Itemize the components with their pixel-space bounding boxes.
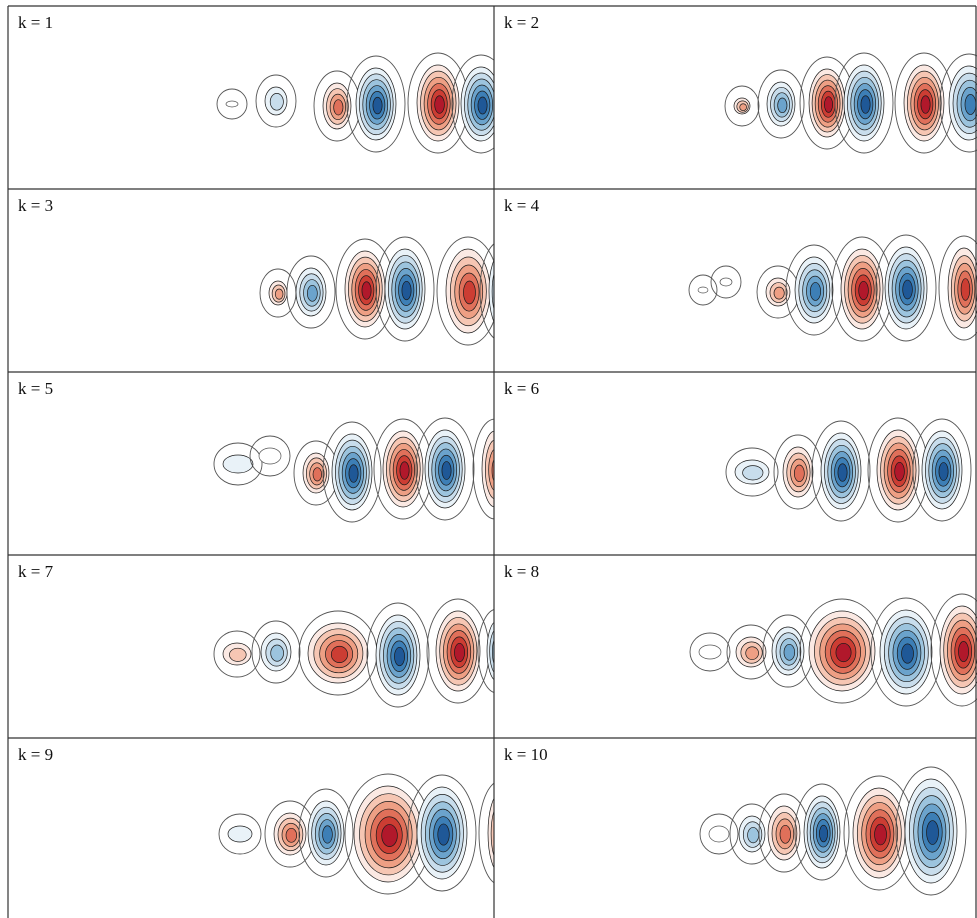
mode-panel-8: k = 8 xyxy=(504,562,977,707)
mode-panel-2: k = 2 xyxy=(504,13,977,154)
negative-vortex xyxy=(912,418,972,522)
positive-vortex xyxy=(773,434,823,510)
negative-vortex xyxy=(895,766,967,896)
panel-label: k = 7 xyxy=(18,562,54,581)
positive-vortex xyxy=(426,598,490,704)
vorticity-contours xyxy=(218,773,494,895)
positive-vortex xyxy=(472,418,494,520)
negative-vortex xyxy=(255,74,297,128)
negative-vortex xyxy=(870,597,942,707)
negative-vortex xyxy=(811,420,871,522)
panel-grid-frame xyxy=(7,5,977,918)
positive-vortex xyxy=(799,598,885,704)
negative-vortex xyxy=(794,783,850,881)
negative-vortex xyxy=(875,234,937,342)
neutral-vortex xyxy=(699,813,739,855)
positive-vortex xyxy=(758,793,810,873)
positive-vortex xyxy=(298,610,378,696)
negative-vortex xyxy=(451,54,494,154)
neutral-vortex xyxy=(216,88,248,120)
positive-vortex xyxy=(407,52,469,154)
mode-panel-5: k = 5 xyxy=(18,379,494,523)
vorticity-contours xyxy=(213,598,494,708)
panel-label: k = 5 xyxy=(18,379,53,398)
positive-vortex xyxy=(313,70,361,142)
positive-vortex xyxy=(938,235,977,341)
vorticity-contours xyxy=(213,417,494,523)
mode-panel-1: k = 1 xyxy=(18,13,494,154)
negative-vortex xyxy=(785,244,843,336)
positive-vortex xyxy=(478,782,494,884)
negative-vortex xyxy=(729,803,775,865)
panel-label: k = 4 xyxy=(504,196,540,215)
positive-vortex xyxy=(264,800,316,868)
negative-vortex xyxy=(298,788,354,878)
negative-vortex xyxy=(477,609,494,693)
mode-panel-3: k = 3 xyxy=(18,196,494,346)
positive-vortex xyxy=(831,236,893,342)
vorticity-contours xyxy=(688,234,977,342)
mode-panel-7: k = 7 xyxy=(18,562,494,708)
negative-vortex xyxy=(251,620,301,684)
positive-vortex xyxy=(843,775,915,891)
panel-label: k = 8 xyxy=(504,562,539,581)
neutral-vortex xyxy=(689,632,731,672)
positive-vortex xyxy=(436,236,494,346)
negative-vortex xyxy=(346,55,406,153)
mode-panel-9: k = 9 xyxy=(18,745,494,895)
positive-vortex xyxy=(335,238,395,340)
negative-vortex xyxy=(366,602,430,708)
vorticity-contours xyxy=(216,52,494,154)
negative-vortex xyxy=(757,69,805,139)
positive-vortex xyxy=(756,265,800,319)
vorticity-contours xyxy=(724,52,977,154)
neutral-vortex xyxy=(249,435,291,477)
panel-label: k = 9 xyxy=(18,745,53,764)
positive-vortex xyxy=(344,773,432,895)
panel-label: k = 1 xyxy=(18,13,53,32)
neutral-vortex xyxy=(688,274,718,306)
panel-label: k = 6 xyxy=(504,379,539,398)
panel-label: k = 2 xyxy=(504,13,539,32)
positive-vortex xyxy=(373,418,433,520)
negative-vortex xyxy=(725,447,779,497)
positive-vortex xyxy=(799,56,855,150)
vorticity-contours xyxy=(259,236,494,346)
vorticity-contours xyxy=(725,417,972,523)
mode-panel-6: k = 6 xyxy=(504,379,972,523)
negative-vortex xyxy=(286,255,336,329)
positive-vortex xyxy=(894,52,954,154)
vorticity-contours xyxy=(689,593,977,707)
positive-vortex xyxy=(724,85,760,127)
mode-panel-10: k = 10 xyxy=(504,745,967,896)
positive-vortex xyxy=(293,440,339,506)
vorticity-contours xyxy=(699,766,967,896)
mode-panel-4: k = 4 xyxy=(504,196,977,342)
positive-vortex xyxy=(867,417,929,523)
positive-vortex xyxy=(213,630,261,678)
negative-vortex xyxy=(762,614,814,688)
negative-vortex xyxy=(218,813,262,855)
negative-vortex xyxy=(939,53,977,153)
positive-vortex xyxy=(726,624,776,680)
neutral-vortex xyxy=(710,265,742,299)
negative-vortex xyxy=(415,417,475,521)
negative-vortex xyxy=(322,421,382,523)
panel-label: k = 3 xyxy=(18,196,53,215)
positive-vortex xyxy=(930,593,977,707)
negative-vortex xyxy=(213,442,263,486)
negative-vortex xyxy=(375,236,435,342)
panel-label: k = 10 xyxy=(504,745,548,764)
negative-vortex xyxy=(834,52,894,154)
positive-vortex xyxy=(259,268,297,318)
negative-vortex xyxy=(407,774,477,892)
